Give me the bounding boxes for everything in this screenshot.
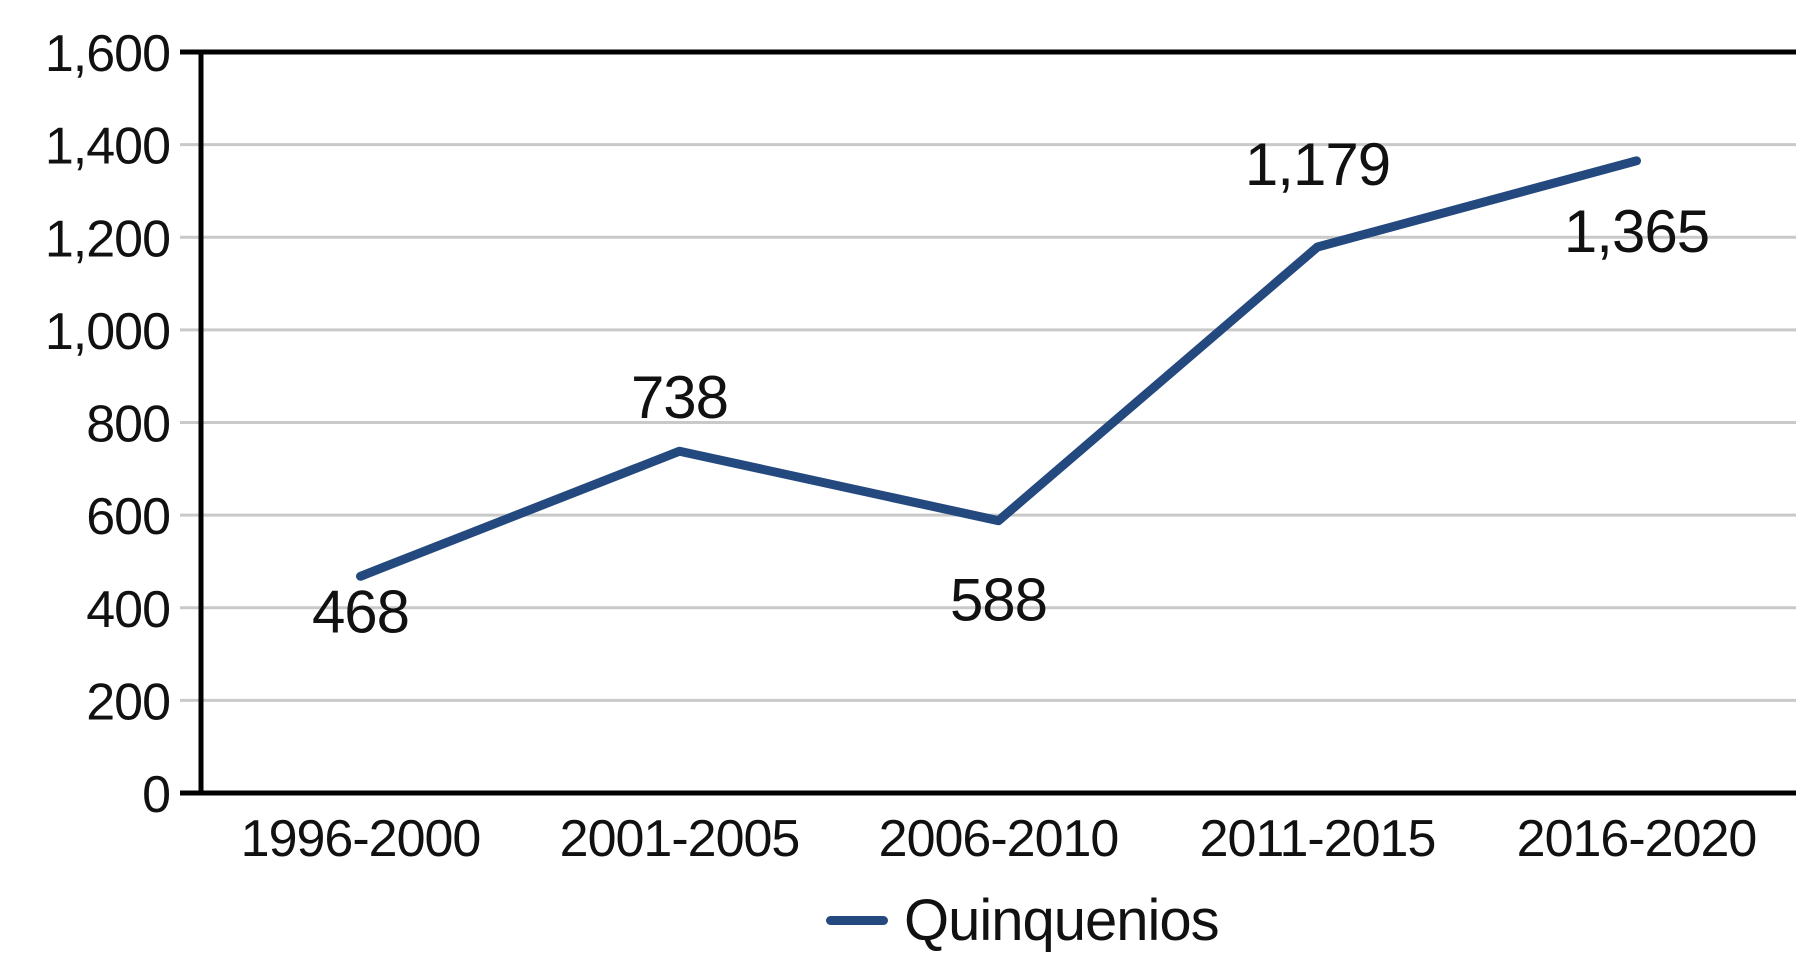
y-axis-tick-label: 0 (142, 766, 170, 824)
y-axis-tick-label: 200 (86, 673, 170, 731)
x-axis-tick-label: 2011-2015 (1200, 810, 1436, 868)
y-axis-tick-label: 400 (86, 581, 170, 639)
x-axis-tick-label: 2006-2010 (879, 810, 1119, 868)
chart-legend: Quinquenios (826, 884, 1220, 956)
series-line-quinquenios (356, 156, 1641, 581)
x-axis-tick-label: 2016-2020 (1517, 810, 1757, 868)
y-axis-tick-label: 1,000 (45, 303, 170, 361)
y-axis-tick-label: 1,200 (45, 210, 170, 268)
y-axis-tick-label: 800 (86, 396, 170, 454)
y-axis-tick-label: 600 (86, 488, 170, 546)
legend-line-marker-icon (826, 915, 888, 925)
y-axis-tick-label: 1,400 (45, 118, 170, 176)
data-point-label: 468 (312, 578, 409, 645)
data-point-label: 738 (631, 364, 728, 431)
data-point-label: 1,365 (1564, 198, 1709, 265)
data-point-label: 588 (950, 567, 1047, 634)
data-point-label: 1,179 (1245, 131, 1390, 198)
x-axis-tick-label: 1996-2000 (241, 810, 481, 868)
y-axis-tick-label: 1,600 (45, 25, 170, 83)
legend-series-label: Quinquenios (904, 887, 1220, 953)
x-axis-tick-label: 2001-2005 (560, 810, 800, 868)
